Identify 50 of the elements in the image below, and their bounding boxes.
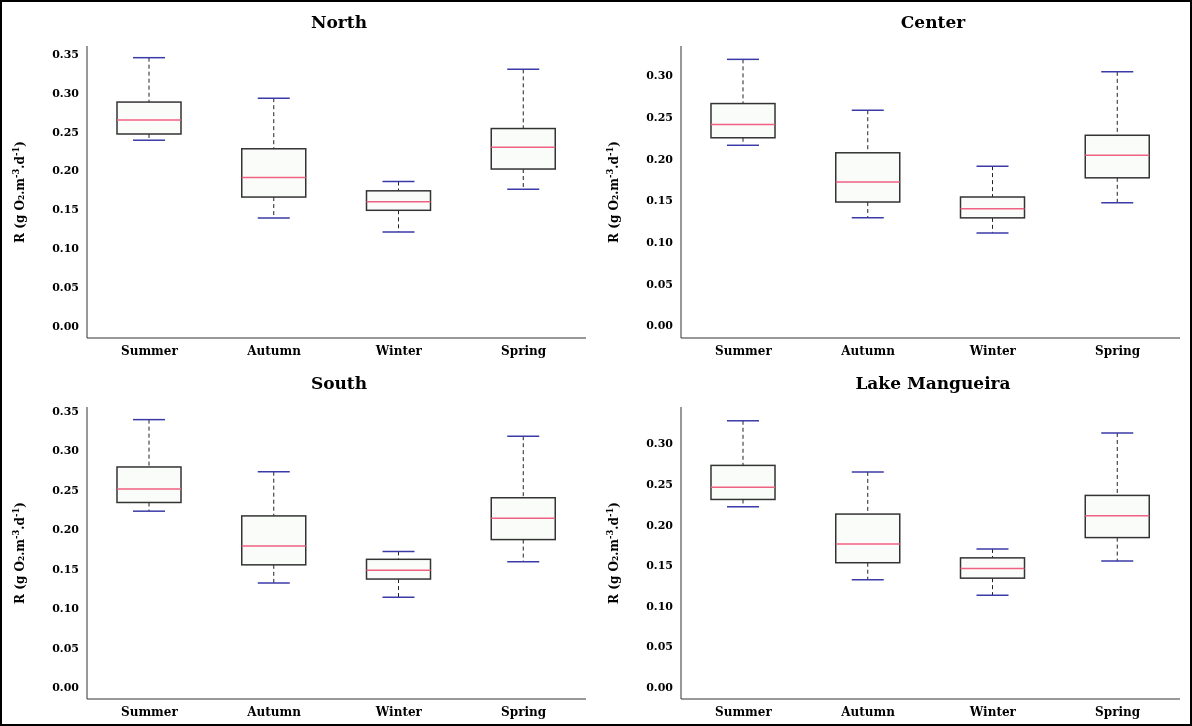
y-tick-label: 0.25 — [646, 110, 673, 124]
x-tick-label: Autumn — [246, 343, 302, 358]
y-tick-label: 0.30 — [646, 69, 674, 83]
x-tick-label: Autumn — [246, 704, 302, 719]
y-tick-label: 0.00 — [52, 320, 80, 334]
y-tick-label: 0.05 — [646, 277, 673, 291]
y-tick-label: 0.15 — [646, 559, 673, 573]
x-tick-label: Winter — [374, 704, 423, 719]
y-tick-label: 0.10 — [646, 599, 674, 613]
x-tick-label: Summer — [715, 343, 773, 358]
y-tick-label: 0.10 — [52, 602, 80, 616]
y-tick-label: 0.10 — [52, 242, 80, 256]
y-tick-label: 0.20 — [52, 523, 80, 537]
y-tick-label: 0.15 — [52, 562, 79, 576]
y-tick-label: 0.20 — [646, 152, 674, 166]
y-tick-label: 0.00 — [646, 319, 674, 333]
y-tick-label: 0.05 — [646, 640, 673, 654]
chart-title: North — [309, 11, 368, 34]
y-tick-label: 0.30 — [52, 86, 80, 100]
x-tick-label: Autumn — [840, 343, 896, 358]
y-tick-label: 0.35 — [52, 47, 79, 61]
y-tick-label: 0.30 — [52, 444, 80, 458]
x-tick-label: Summer — [121, 343, 179, 358]
y-tick-label: 0.25 — [646, 477, 673, 491]
y-tick-label: 0.10 — [646, 235, 674, 249]
x-tick-label: Spring — [501, 343, 547, 358]
y-tick-label: 0.30 — [646, 437, 674, 451]
chart-title: South — [309, 372, 369, 395]
x-tick-label: Winter — [374, 343, 423, 358]
y-tick-label: 0.05 — [52, 641, 79, 655]
y-tick-label: 0.15 — [52, 203, 79, 217]
y-tick-label: 0.15 — [646, 194, 673, 208]
chart-title: Center — [899, 11, 967, 34]
chart-title: Lake Mangueira — [854, 372, 1012, 395]
y-tick-label: 0.00 — [646, 680, 674, 694]
y-tick-label: 0.20 — [646, 518, 674, 532]
x-tick-label: Winter — [968, 704, 1017, 719]
x-tick-label: Spring — [1095, 343, 1141, 358]
y-tick-label: 0.05 — [52, 281, 79, 295]
x-tick-label: Autumn — [840, 704, 896, 719]
y-tick-label: 0.00 — [52, 681, 80, 695]
y-tick-label: 0.25 — [52, 125, 79, 139]
x-tick-label: Summer — [715, 704, 773, 719]
y-tick-label: 0.25 — [52, 483, 79, 497]
y-tick-label: 0.20 — [52, 164, 80, 178]
x-tick-label: Spring — [501, 704, 547, 719]
x-tick-label: Spring — [1095, 704, 1141, 719]
y-tick-label: 0.35 — [52, 404, 79, 418]
x-tick-label: Winter — [968, 343, 1017, 358]
x-tick-label: Summer — [121, 704, 179, 719]
